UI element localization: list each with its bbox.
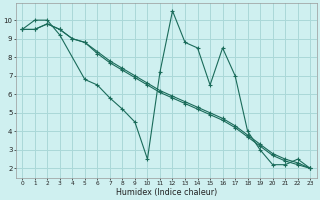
X-axis label: Humidex (Indice chaleur): Humidex (Indice chaleur)	[116, 188, 217, 197]
